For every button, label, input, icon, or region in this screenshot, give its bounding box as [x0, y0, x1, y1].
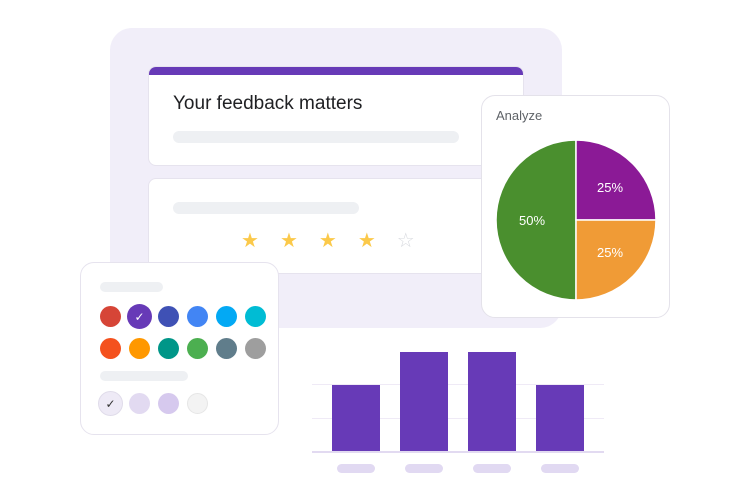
shade-swatch[interactable] — [129, 393, 150, 414]
color-swatch[interactable] — [129, 338, 150, 359]
pie-label-25-purple: 25% — [597, 180, 623, 195]
color-swatch[interactable] — [158, 306, 179, 327]
color-swatch[interactable] — [100, 338, 121, 359]
star-icon-1[interactable]: ★ — [241, 230, 259, 252]
color-swatch[interactable] — [216, 306, 237, 327]
shade-swatch[interactable]: ✓ — [98, 391, 123, 416]
form-header-card: Your feedback matters — [148, 66, 524, 166]
color-swatch[interactable] — [158, 338, 179, 359]
pie-label-25-orange: 25% — [597, 245, 623, 260]
color-swatch[interactable] — [216, 338, 237, 359]
star-rating[interactable]: ★ ★ ★ ★ ☆ — [241, 231, 415, 251]
analyze-label: Analyze — [496, 108, 543, 123]
shade-swatch[interactable] — [187, 393, 208, 414]
star-icon-4[interactable]: ★ — [357, 230, 376, 252]
gridline — [312, 418, 604, 419]
star-icon-2[interactable]: ★ — [279, 230, 298, 252]
bar — [536, 385, 584, 451]
gridline — [312, 384, 604, 385]
star-outline-icon-5[interactable]: ☆ — [396, 230, 415, 252]
color-swatch[interactable] — [187, 338, 208, 359]
bar — [332, 385, 380, 451]
color-swatch[interactable] — [100, 306, 121, 327]
star-icon-3[interactable]: ★ — [318, 230, 337, 252]
form-accent-bar — [149, 67, 523, 75]
form-title: Your feedback matters — [173, 93, 363, 114]
shade-swatch[interactable] — [158, 393, 179, 414]
bar — [468, 352, 516, 451]
color-swatch[interactable] — [187, 306, 208, 327]
x-axis — [312, 451, 604, 453]
rating-question-card: ★ ★ ★ ★ ☆ — [148, 178, 524, 274]
color-swatch[interactable] — [245, 306, 266, 327]
color-swatch[interactable]: ✓ — [127, 304, 152, 329]
x-label-placeholder — [473, 464, 511, 473]
shade-label-placeholder — [100, 371, 188, 381]
x-label-placeholder — [405, 464, 443, 473]
x-label-placeholder — [337, 464, 375, 473]
color-label-placeholder — [100, 282, 163, 292]
bar — [400, 352, 448, 451]
pie-chart: 50% 25% 25% — [495, 139, 657, 301]
question-placeholder — [173, 202, 359, 214]
check-icon: ✓ — [134, 309, 145, 324]
check-icon: ✓ — [105, 396, 116, 411]
color-swatch[interactable] — [245, 338, 266, 359]
x-label-placeholder — [541, 464, 579, 473]
description-placeholder — [173, 131, 459, 143]
theme-color-picker-card: ✓ ✓ — [80, 262, 279, 435]
pie-label-50: 50% — [519, 213, 545, 228]
analyze-card: Analyze 50% 25% 25% — [481, 95, 670, 318]
